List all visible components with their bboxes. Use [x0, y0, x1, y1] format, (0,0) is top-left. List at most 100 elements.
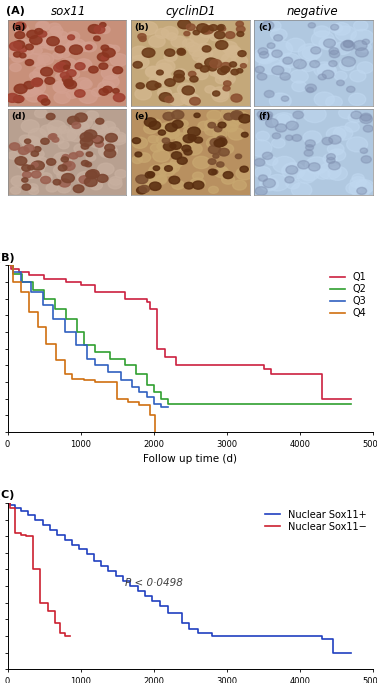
Circle shape: [350, 177, 366, 189]
Q4: [5, 262, 10, 270]
Q2: [64, 315, 68, 323]
Q3: [11, 262, 16, 270]
Q2: [75, 328, 79, 336]
Circle shape: [80, 42, 92, 51]
Circle shape: [266, 175, 289, 191]
Circle shape: [17, 161, 28, 169]
Circle shape: [208, 186, 218, 193]
Circle shape: [167, 33, 177, 40]
Circle shape: [6, 94, 18, 102]
Circle shape: [99, 26, 110, 33]
Circle shape: [155, 29, 169, 38]
Circle shape: [63, 161, 75, 170]
Circle shape: [235, 154, 242, 158]
Circle shape: [230, 62, 237, 67]
Circle shape: [14, 39, 31, 52]
Circle shape: [135, 152, 142, 157]
Circle shape: [173, 74, 184, 82]
Circle shape: [136, 186, 147, 194]
Circle shape: [263, 179, 276, 188]
Circle shape: [73, 185, 84, 193]
Circle shape: [58, 126, 69, 133]
Circle shape: [334, 42, 351, 55]
Circle shape: [356, 48, 368, 57]
Circle shape: [166, 163, 179, 173]
Legend: Nuclear Sox11+, Nuclear Sox11−: Nuclear Sox11+, Nuclear Sox11−: [264, 507, 368, 533]
Circle shape: [130, 55, 149, 69]
Circle shape: [18, 44, 34, 55]
Circle shape: [217, 26, 224, 31]
Circle shape: [232, 110, 242, 117]
Circle shape: [59, 179, 70, 187]
Circle shape: [106, 133, 117, 142]
Q1: [27, 268, 32, 276]
Q3: [93, 361, 98, 370]
Q3: [137, 388, 141, 396]
Circle shape: [361, 156, 371, 163]
Circle shape: [56, 31, 68, 40]
Q2: [20, 278, 25, 286]
Circle shape: [208, 65, 217, 71]
Circle shape: [221, 63, 231, 70]
Q1: [162, 353, 167, 361]
Circle shape: [18, 147, 29, 154]
Circle shape: [215, 126, 222, 132]
Q4: [93, 376, 98, 385]
Circle shape: [329, 51, 340, 58]
Circle shape: [221, 66, 230, 72]
Circle shape: [194, 113, 200, 117]
Circle shape: [328, 167, 347, 180]
Circle shape: [69, 42, 85, 54]
Circle shape: [75, 113, 87, 122]
Q1: [9, 265, 14, 273]
Circle shape: [64, 79, 74, 87]
Line: Nuclear Sox11−: Nuclear Sox11−: [8, 503, 70, 636]
Q3: [51, 301, 55, 309]
Q3: [144, 393, 149, 401]
Circle shape: [87, 169, 99, 178]
Circle shape: [170, 158, 182, 167]
Circle shape: [38, 95, 48, 102]
Circle shape: [18, 46, 27, 53]
Q3: [106, 368, 111, 376]
Circle shape: [97, 53, 109, 61]
Circle shape: [219, 148, 229, 156]
Circle shape: [62, 154, 69, 160]
Circle shape: [327, 143, 344, 155]
Circle shape: [193, 172, 203, 180]
Circle shape: [86, 45, 92, 50]
Circle shape: [144, 124, 158, 134]
Circle shape: [50, 134, 57, 139]
Circle shape: [326, 157, 335, 163]
Q4: [18, 288, 23, 296]
Circle shape: [262, 152, 273, 159]
Circle shape: [45, 77, 55, 84]
Circle shape: [9, 143, 20, 150]
Circle shape: [65, 81, 77, 89]
Q3: [152, 393, 156, 401]
Circle shape: [293, 111, 303, 119]
Circle shape: [205, 86, 215, 93]
Circle shape: [75, 63, 85, 70]
Circle shape: [6, 44, 24, 58]
Nuclear Sox11+: [48, 520, 52, 529]
Circle shape: [221, 65, 231, 72]
Q3: [29, 278, 33, 286]
Circle shape: [24, 81, 34, 89]
Circle shape: [11, 53, 25, 62]
Circle shape: [38, 94, 48, 101]
Circle shape: [195, 64, 202, 68]
Circle shape: [103, 76, 119, 87]
Circle shape: [63, 44, 74, 52]
Circle shape: [57, 183, 70, 193]
Circle shape: [98, 81, 115, 94]
Nuclear Sox11−: [53, 619, 57, 627]
Q1: [9, 262, 14, 270]
Circle shape: [20, 53, 26, 58]
Q2: [64, 305, 68, 313]
Circle shape: [66, 41, 80, 51]
Circle shape: [329, 48, 339, 55]
Q4: [82, 376, 87, 385]
Circle shape: [352, 173, 364, 182]
Circle shape: [219, 27, 226, 31]
